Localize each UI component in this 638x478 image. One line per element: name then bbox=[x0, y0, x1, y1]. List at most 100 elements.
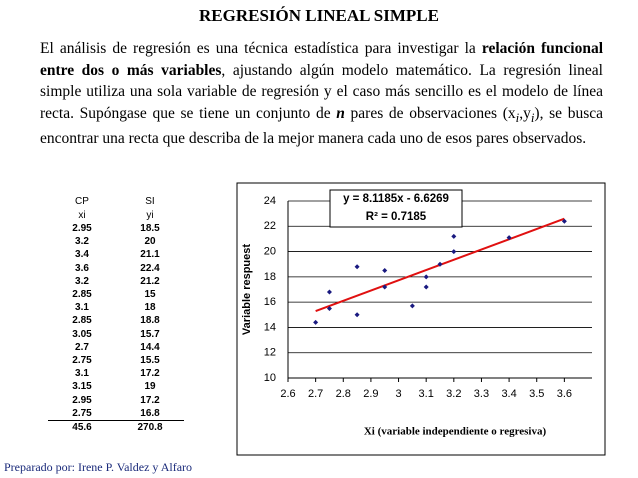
x-tick-label: 3.2 bbox=[446, 388, 461, 400]
table-cell: SI bbox=[145, 195, 155, 207]
x-tick-label: 3.3 bbox=[474, 388, 489, 400]
table-cell: 19 bbox=[144, 381, 156, 393]
point bbox=[423, 284, 429, 290]
table-cell: 3.2 bbox=[75, 275, 89, 287]
table-cell: 45.6 bbox=[72, 421, 92, 433]
point bbox=[354, 264, 360, 270]
table-row: 2.75 16.8 bbox=[48, 406, 184, 421]
x-tick-label: 2.9 bbox=[363, 388, 378, 400]
x-tick-label: 3.5 bbox=[529, 388, 544, 400]
footer: Preparado por: Irene P. Valdez y Alfaro bbox=[4, 460, 193, 474]
table-cell: 18.5 bbox=[140, 223, 160, 235]
table-cell: 22.4 bbox=[140, 262, 160, 274]
table-cell: 18.8 bbox=[140, 315, 160, 327]
table-cell: 2.85 bbox=[72, 315, 92, 327]
annotation-box bbox=[329, 189, 463, 228]
table-cell: 18 bbox=[144, 302, 156, 314]
table-row: 2.75 15.5 bbox=[48, 354, 184, 367]
text: El análisis de regresión es una técnica … bbox=[40, 40, 482, 57]
subscript: i bbox=[530, 109, 535, 125]
point bbox=[326, 305, 332, 311]
x-tick-label: 3 bbox=[395, 388, 401, 400]
table-cell: 16.8 bbox=[116, 406, 184, 421]
x-tick-label: 3.6 bbox=[557, 388, 572, 400]
table-cell: 15 bbox=[144, 289, 156, 301]
table-cell: 3.6 bbox=[75, 262, 89, 274]
y-tick-label: 16 bbox=[264, 296, 276, 308]
y-tick-label: 24 bbox=[264, 195, 276, 207]
table-cell: CP bbox=[75, 195, 89, 207]
table-cell: 21.1 bbox=[140, 249, 160, 261]
y-tick-label: 14 bbox=[264, 321, 276, 333]
table-row: 2.95 17.2 bbox=[48, 393, 184, 406]
table-row: 3.2 20 bbox=[48, 235, 184, 248]
point bbox=[437, 261, 443, 267]
table-row: 3.15 19 bbox=[48, 380, 184, 393]
text: , ajustando algún modelo matemático. La … bbox=[40, 61, 603, 122]
y-tick-label: 10 bbox=[264, 372, 276, 384]
point bbox=[423, 274, 429, 280]
table-cell: 21.2 bbox=[140, 275, 160, 287]
table-cell: 3.15 bbox=[72, 381, 92, 393]
table-cell: xi bbox=[78, 209, 86, 221]
x-tick-label: 2.7 bbox=[308, 388, 323, 400]
x-tick-label: 2.8 bbox=[336, 388, 351, 400]
table-cell: 17.2 bbox=[140, 394, 160, 406]
point bbox=[451, 233, 457, 239]
table-cell: 17.2 bbox=[140, 368, 160, 380]
table-row: 45.6 270.8 bbox=[48, 420, 184, 434]
y-tick-label: 18 bbox=[264, 271, 276, 283]
point bbox=[326, 289, 332, 295]
table-cell: 3.2 bbox=[75, 236, 89, 248]
table-row: 2.85 15 bbox=[48, 288, 184, 301]
point bbox=[382, 268, 388, 274]
point bbox=[382, 284, 388, 290]
point bbox=[561, 218, 567, 224]
table-row: 3.4 21.1 bbox=[48, 248, 184, 261]
data-table: CP SI xi yi 2.95 18.5 3.2 20 3.4 21.1 3.6 22.4 3.2 21… bbox=[48, 194, 184, 434]
table-cell: 15.7 bbox=[140, 328, 160, 340]
table-cell: 2.95 bbox=[72, 223, 92, 235]
bold-text: relación funcional entre dos o más varia… bbox=[40, 40, 604, 79]
table-cell: 2.7 bbox=[75, 341, 89, 353]
annotation: R² = 0.7185 bbox=[366, 211, 427, 223]
table-cell: 20 bbox=[144, 236, 156, 248]
chart-frame bbox=[236, 182, 606, 456]
text: ,y bbox=[519, 104, 531, 122]
x-tick-label: 3.1 bbox=[419, 388, 434, 400]
table-cell: 2.85 bbox=[72, 289, 92, 301]
table-row: 3.05 15.7 bbox=[48, 328, 184, 341]
point bbox=[506, 235, 512, 241]
x-tick-label: 2.6 bbox=[280, 388, 295, 400]
point bbox=[313, 319, 319, 325]
y-tick-label: 22 bbox=[264, 220, 276, 232]
bold-italic: n bbox=[336, 104, 345, 122]
y-tick-label: 12 bbox=[264, 347, 276, 359]
text: pares de observaciones (x bbox=[344, 104, 516, 122]
table-row: CP SI bbox=[48, 194, 184, 208]
table-cell: 14.4 bbox=[140, 341, 160, 353]
table-cell: 3.1 bbox=[75, 368, 89, 380]
paragraph: El análisis de regresión es una técnica … bbox=[40, 38, 603, 150]
table-cell: 2.95 bbox=[72, 394, 92, 406]
table-cell: 15.5 bbox=[140, 354, 160, 366]
table-cell: 3.05 bbox=[72, 328, 92, 340]
y-tick-label: 20 bbox=[264, 245, 276, 257]
text: ), se busca encontrar una recta que desc… bbox=[40, 104, 603, 148]
table-row: xi yi bbox=[48, 208, 184, 222]
point bbox=[451, 249, 457, 255]
table-row: 3.1 17.2 bbox=[48, 367, 184, 380]
y-axis-title: Variable respuest bbox=[241, 244, 253, 335]
table-cell: 3.4 bbox=[75, 249, 89, 261]
table-row: 3.2 21.2 bbox=[48, 275, 184, 288]
table-row: 2.95 18.5 bbox=[48, 222, 184, 235]
title: REGRESIÓN LINEAL SIMPLE bbox=[199, 6, 439, 25]
table-row: 2.7 14.4 bbox=[48, 341, 184, 354]
table-cell: yi bbox=[146, 209, 154, 221]
annotation: y = 8.1185x - 6.6269 bbox=[343, 193, 449, 205]
table-row: 3.6 22.4 bbox=[48, 262, 184, 275]
table-cell: 3.1 bbox=[75, 302, 89, 314]
table-row: 3.1 18 bbox=[48, 301, 184, 314]
